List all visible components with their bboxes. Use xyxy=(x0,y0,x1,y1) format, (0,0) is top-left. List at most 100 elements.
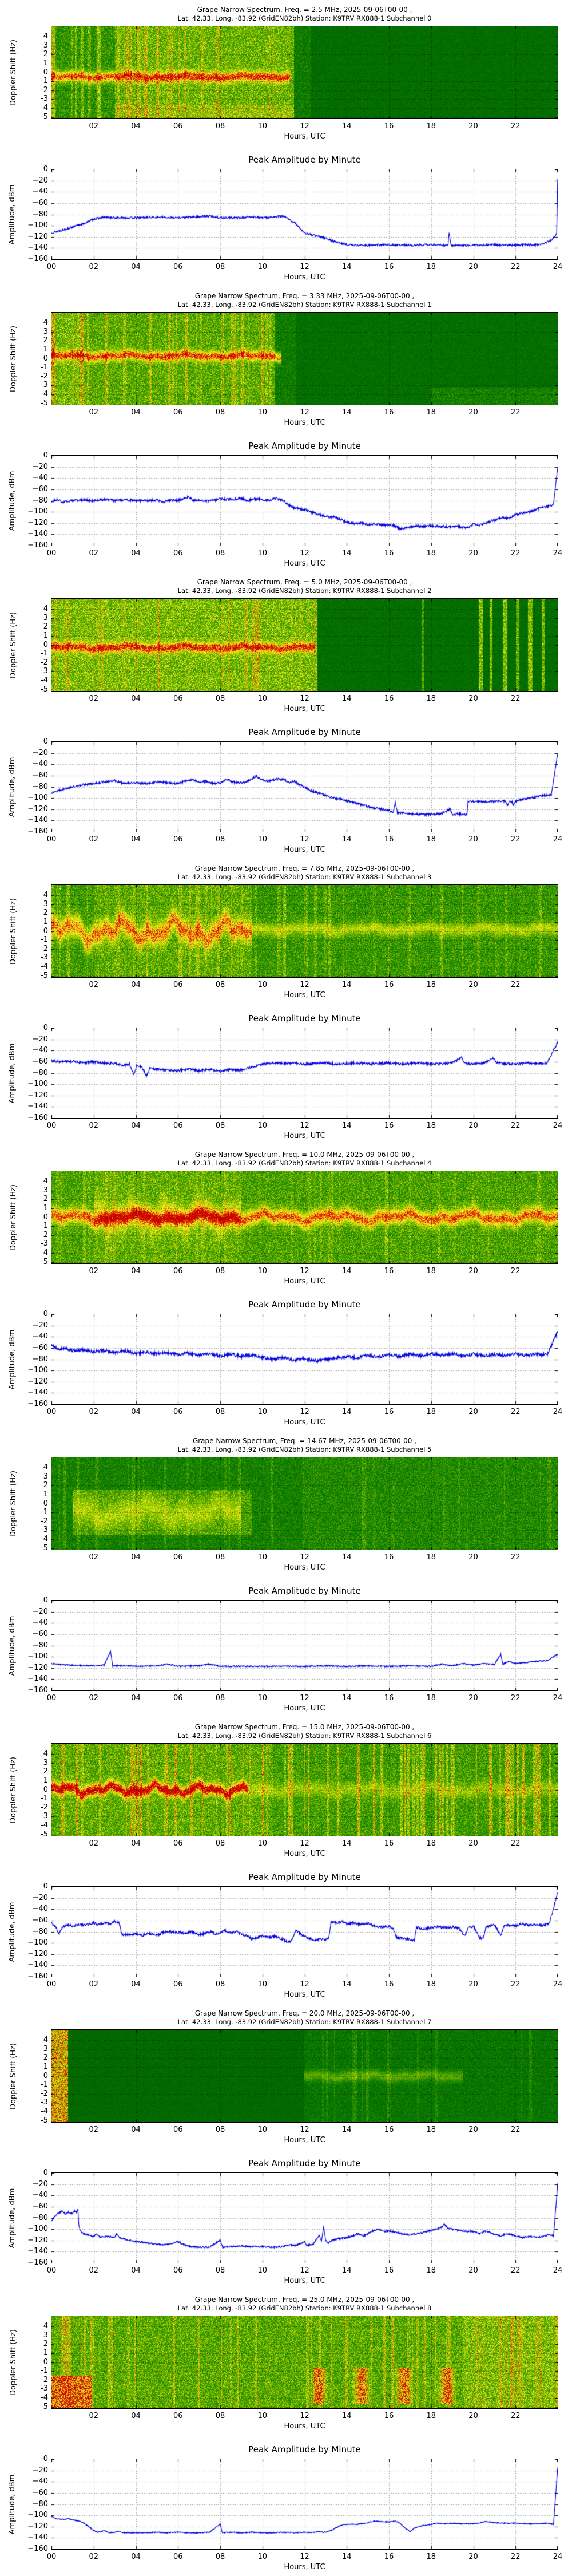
amp-x-tick-label: 08 xyxy=(215,1121,225,1130)
spec-y-tick-label: 3 xyxy=(43,2330,48,2340)
spectrogram-heatmap xyxy=(51,1171,558,1264)
amp-x-tick-label: 04 xyxy=(131,1980,141,1989)
spec-y-tick-label: 4 xyxy=(43,1176,48,1186)
spec-y-tick-label: -3 xyxy=(41,1526,48,1535)
amp-y-tick-label: 0 xyxy=(43,1882,48,1891)
spec-y-tick-label: 2 xyxy=(43,2053,48,2063)
spec-x-tick-label: 18 xyxy=(426,694,436,703)
station-subtitle: Lat. 42.33, Long. -83.92 (GridEN82bh) St… xyxy=(177,873,432,881)
spec-x-tick-label: 18 xyxy=(426,1267,436,1275)
amp-y-tick-label: −80 xyxy=(32,1068,48,1077)
spec-x-tick-label: 18 xyxy=(426,1553,436,1562)
spec-y-tick-label: -4 xyxy=(41,962,48,971)
amp-y-tick-label: −160 xyxy=(27,1400,48,1408)
amp-y-tick-label: −140 xyxy=(27,2247,48,2256)
amp-x-tick-label: 16 xyxy=(384,549,394,558)
spec-x-tick-label: 02 xyxy=(89,2125,99,2134)
amp-x-tick-label: 02 xyxy=(89,263,99,271)
spectrogram-title: Grape Narrow Spectrum, Freq. = 20.0 MHz,… xyxy=(194,2009,415,2017)
amp-y-tick-label: 0 xyxy=(43,2168,48,2177)
amp-y-tick-label: −120 xyxy=(27,518,48,527)
spec-y-tick-label: -3 xyxy=(41,381,48,390)
spec-x-tick-label: 10 xyxy=(257,694,268,703)
spectrogram-title: Grape Narrow Spectrum, Freq. = 2.5 MHz, … xyxy=(197,6,412,14)
amp-x-axis-label: Hours, UTC xyxy=(284,1990,325,1999)
spec-x-tick-label: 02 xyxy=(89,2412,99,2420)
amp-y-tick-label: −20 xyxy=(32,176,48,185)
spec-x-tick-label: 18 xyxy=(426,2412,436,2420)
amp-x-tick-label: 18 xyxy=(426,1121,436,1130)
amp-y-tick-label: −40 xyxy=(32,1332,48,1341)
amp-y-tick-label: 0 xyxy=(43,1596,48,1605)
amp-x-tick-label: 14 xyxy=(341,1694,352,1702)
amp-y-tick-label: −100 xyxy=(27,1652,48,1661)
amplitude-line-chart xyxy=(51,1600,558,1691)
spec-y-tick-label: -3 xyxy=(41,94,48,104)
spec-x-tick-label: 22 xyxy=(510,122,521,131)
spec-x-tick-label: 04 xyxy=(131,2412,141,2420)
amp-y-tick-label: −140 xyxy=(27,2533,48,2542)
amp-x-tick-label: 00 xyxy=(46,263,57,271)
spectrogram-title: Grape Narrow Spectrum, Freq. = 25.0 MHz,… xyxy=(194,2296,415,2304)
amp-x-tick-label: 06 xyxy=(173,2553,183,2561)
amp-x-tick-label: 12 xyxy=(300,1980,309,1989)
spec-y-tick-label: 0 xyxy=(43,2071,48,2080)
amplitude-line-chart xyxy=(51,455,558,546)
spec-y-tick-label: -5 xyxy=(41,398,48,408)
amp-y-tick-label: −80 xyxy=(32,1354,48,1364)
spec-y-tick-label: -2 xyxy=(41,372,48,381)
amp-x-tick-label: 20 xyxy=(468,835,478,844)
spec-x-tick-label: 10 xyxy=(257,1839,268,1848)
spec-x-tick-label: 12 xyxy=(300,1839,309,1848)
amp-x-tick-label: 04 xyxy=(131,263,141,271)
amp-x-tick-label: 00 xyxy=(46,1980,57,1989)
spec-x-tick-label: 06 xyxy=(173,1267,183,1275)
spec-x-tick-label: 20 xyxy=(468,2412,478,2420)
amp-x-tick-label: 04 xyxy=(131,1408,141,1416)
spectrogram-heatmap xyxy=(51,1743,558,1836)
amp-x-axis-label: Hours, UTC xyxy=(284,1132,325,1140)
amp-y-tick-label: −120 xyxy=(27,1949,48,1958)
spec-y-tick-label: -1 xyxy=(41,935,48,945)
amp-y-tick-label: −40 xyxy=(32,2191,48,2200)
amp-y-tick-label: −80 xyxy=(32,496,48,505)
spec-y-tick-label: 2 xyxy=(43,50,48,59)
amp-x-tick-label: 14 xyxy=(341,1121,352,1130)
spec-y-tick-label: -2 xyxy=(41,1516,48,1526)
amp-y-tick-label: −80 xyxy=(32,2213,48,2222)
spec-x-tick-label: 04 xyxy=(131,1267,141,1275)
amplitude-chart-title: Peak Amplitude by Minute xyxy=(248,727,361,737)
spectrogram-heatmap xyxy=(51,884,558,978)
amp-y-tick-label: −20 xyxy=(32,2179,48,2188)
spec-x-tick-label: 16 xyxy=(384,981,394,989)
amp-x-tick-label: 06 xyxy=(173,1980,183,1989)
amplitude-line-chart xyxy=(51,1886,558,1977)
amp-x-tick-label: 24 xyxy=(553,1121,563,1130)
amp-y-tick-label: −40 xyxy=(32,1046,48,1055)
spec-x-tick-label: 06 xyxy=(173,122,183,131)
doppler-axis-label: Doppler Shift (Hz) xyxy=(9,2329,18,2396)
spec-x-tick-label: 04 xyxy=(131,408,141,417)
amp-x-axis-label: Hours, UTC xyxy=(284,2563,325,2571)
spec-x-tick-label: 02 xyxy=(89,981,99,989)
spec-y-tick-label: -2 xyxy=(41,658,48,667)
amp-x-tick-label: 18 xyxy=(426,549,436,558)
amp-x-tick-label: 10 xyxy=(257,2266,268,2275)
amp-x-tick-label: 24 xyxy=(553,2553,563,2561)
amp-x-tick-label: 22 xyxy=(510,1980,521,1989)
amp-y-tick-label: −160 xyxy=(27,255,48,263)
spec-y-tick-label: 2 xyxy=(43,1767,48,1776)
amp-x-axis-label: Hours, UTC xyxy=(284,559,325,568)
spec-y-tick-label: -3 xyxy=(41,2384,48,2393)
amplitude-chart-title: Peak Amplitude by Minute xyxy=(248,2444,361,2455)
spec-y-tick-label: -5 xyxy=(41,1257,48,1266)
spec-x-tick-label: 10 xyxy=(257,1267,268,1275)
amp-x-tick-label: 10 xyxy=(257,835,268,844)
amp-x-tick-label: 12 xyxy=(300,1694,309,1702)
spec-x-axis-label: Hours, UTC xyxy=(284,2136,325,2144)
amp-x-tick-label: 00 xyxy=(46,2266,57,2275)
amp-x-tick-label: 00 xyxy=(46,1694,57,1702)
amplitude-axis-label: Amplitude, dBm xyxy=(8,1902,17,1962)
spec-x-axis-label: Hours, UTC xyxy=(284,1277,325,1286)
amp-y-tick-label: −60 xyxy=(32,1343,48,1352)
